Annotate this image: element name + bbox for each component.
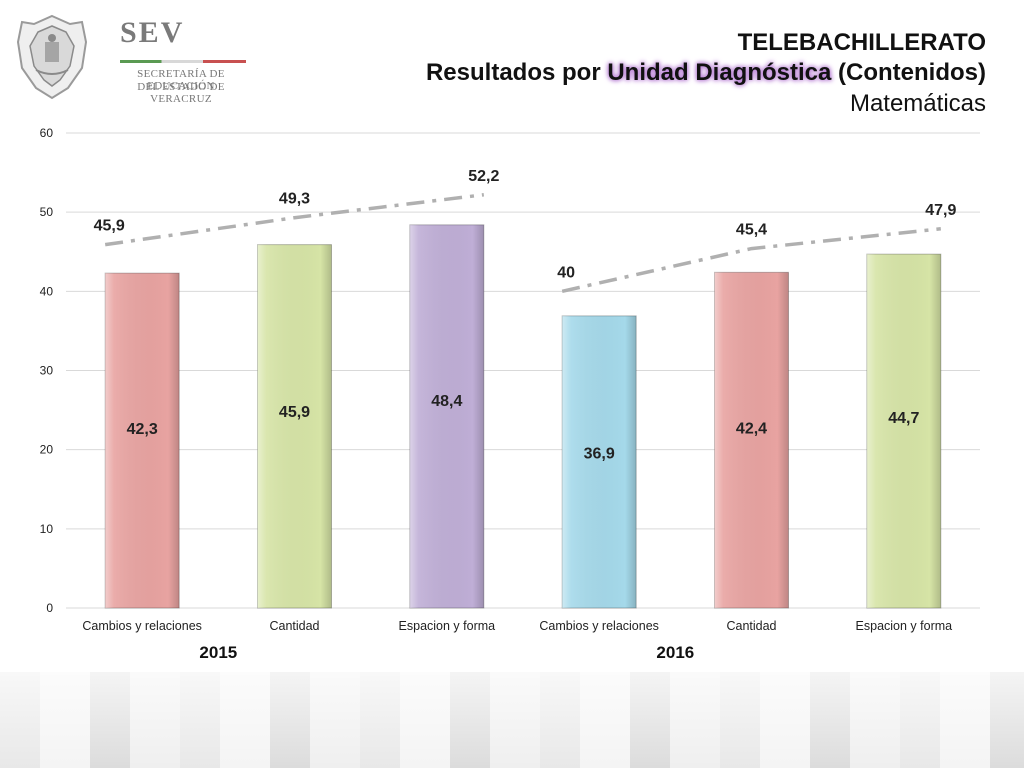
bar-shading xyxy=(257,244,332,608)
bar-chart: 0 10 20 30 40 50 60 42,3 45,9 48,4 36,9 42,4 44,7 4… xyxy=(40,126,980,677)
reference-value-label: 52,2 xyxy=(468,168,499,185)
reference-line xyxy=(104,193,485,247)
y-tick-label: 30 xyxy=(40,364,54,378)
bar-value-label: 44,7 xyxy=(888,410,919,427)
title-line2-pre: Resultados por xyxy=(425,59,608,86)
bar-shading xyxy=(866,254,941,608)
bar-value-label: 48,4 xyxy=(431,393,462,410)
org-subtitle-line2: DEL ESTADO DE VERACRUZ xyxy=(137,81,225,105)
x-tick-label: Cantidad xyxy=(726,619,776,633)
flag-stripe xyxy=(120,60,246,63)
group-label: 2015 xyxy=(199,643,237,662)
bar-value-label: 36,9 xyxy=(584,446,615,463)
bar-value-label: 45,9 xyxy=(279,404,310,421)
x-tick-label: Espacion y forma xyxy=(399,619,496,633)
group-labels: 2015 2016 xyxy=(199,643,694,662)
sev-logo: SEV SECRETARÍA DE EDUCACIÓN DEL ESTADO D… xyxy=(12,12,262,105)
group-label: 2016 xyxy=(656,643,694,662)
bar-value-label: 42,3 xyxy=(127,421,158,438)
bar-shading xyxy=(105,273,180,608)
org-subtitle-line1: SECRETARÍA DE EDUCACIÓN xyxy=(137,68,225,92)
reference-value-label: 45,4 xyxy=(736,222,767,239)
page-title: TELEBACHILLERATO Resultados por Unidad D… xyxy=(426,28,986,119)
y-tick-label: 40 xyxy=(40,284,54,298)
bar-value-label: 42,4 xyxy=(736,420,767,437)
bar-shading xyxy=(562,315,637,608)
title-line2-highlight: Unidad Diagnóstica xyxy=(607,59,832,86)
title-line2: Resultados por Unidad Diagnóstica (Conte… xyxy=(426,57,986,88)
reference-value-label: 49,3 xyxy=(279,191,310,208)
x-tick-label: Espacion y forma xyxy=(856,619,953,633)
veracruz-crest-icon xyxy=(16,14,88,100)
bars: 42,3 45,9 48,4 36,9 42,4 44,7 xyxy=(104,224,942,609)
title-line3: Matemáticas xyxy=(849,90,986,117)
reference-lines: 45,9 49,3 52,2 40 45,4 47,9 xyxy=(94,168,957,294)
y-tick-label: 60 xyxy=(40,126,54,140)
x-tick-label: Cambios y relaciones xyxy=(82,619,202,633)
x-tick-label: Cantidad xyxy=(269,619,319,633)
bar-shading xyxy=(409,224,484,609)
y-tick-label: 0 xyxy=(46,601,53,615)
y-tick-label: 20 xyxy=(40,443,54,457)
reference-value-label: 47,9 xyxy=(925,202,956,219)
reference-value-label: 45,9 xyxy=(94,218,125,235)
footer-decoration xyxy=(0,672,1024,768)
bar-shading xyxy=(714,272,789,608)
reference-value-label: 40 xyxy=(557,264,575,281)
grid-lines xyxy=(66,132,980,609)
title-line2-post: (Contenidos) xyxy=(831,59,986,86)
org-name: SEV xyxy=(120,16,185,49)
reference-line xyxy=(561,227,942,294)
y-tick-label: 10 xyxy=(40,522,54,536)
y-tick-label: 50 xyxy=(40,205,54,219)
title-line1: TELEBACHILLERATO xyxy=(737,29,986,56)
x-axis-ticks: Cambios y relaciones Cantidad Espacion y f… xyxy=(82,619,952,633)
y-axis-ticks: 0 10 20 30 40 50 60 xyxy=(40,126,54,615)
x-tick-label: Cambios y relaciones xyxy=(539,619,659,633)
